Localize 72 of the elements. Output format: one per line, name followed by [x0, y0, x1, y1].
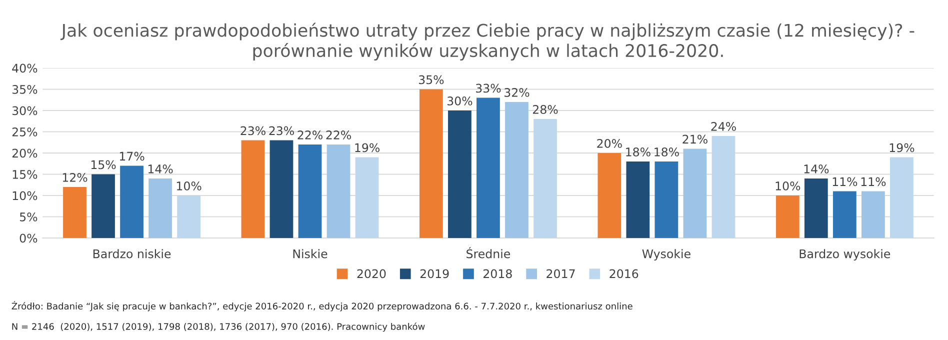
- text: N = 2146 (2020), 1517 (2019), 1798 (2018), 1736 (2017), 970 (2016). Pracownicy banków: [12, 322, 425, 332]
- x-tick-label: Niskie: [293, 249, 328, 258]
- data-label: 19%: [890, 143, 914, 152]
- data-label: 30%: [447, 96, 472, 106]
- y-tick-label: 15%: [12, 170, 38, 179]
- y-tick-label: 35%: [12, 84, 38, 94]
- bar: [298, 144, 322, 238]
- data-label: 22%: [298, 130, 322, 140]
- bar: [534, 119, 557, 238]
- data-label: 11%: [832, 177, 858, 186]
- bar: [120, 166, 144, 238]
- bar: [861, 191, 885, 238]
- data-label: 24%: [711, 122, 736, 131]
- bar: [92, 174, 115, 238]
- y-tick-label: 25%: [12, 127, 38, 136]
- bar: [654, 162, 678, 238]
- data-label: 18%: [626, 148, 650, 156]
- data-label: 14%: [148, 164, 173, 174]
- bar: [241, 140, 265, 238]
- bar: [626, 162, 650, 238]
- data-label: 23%: [269, 126, 294, 136]
- data-label: 14%: [804, 164, 829, 174]
- data-label: 28%: [532, 105, 558, 114]
- y-tick-label: 40%: [12, 64, 38, 73]
- bar: [598, 153, 622, 238]
- data-label: 10%: [176, 182, 202, 190]
- data-label: 21%: [682, 134, 708, 144]
- bar: [355, 157, 379, 238]
- legend-label: 2018: [484, 269, 512, 278]
- bar: [270, 140, 294, 238]
- bar: [63, 187, 86, 238]
- data-label: 11%: [861, 177, 886, 186]
- bar: [448, 110, 472, 238]
- data-label: 17%: [120, 152, 144, 161]
- y-tick-label: 0%: [20, 234, 38, 243]
- data-label: 18%: [654, 148, 679, 156]
- bar: [476, 98, 500, 238]
- data-label: 12%: [62, 173, 88, 182]
- bar: [832, 191, 856, 238]
- bar: [148, 178, 172, 238]
- y-tick-label: 5%: [20, 212, 38, 222]
- text: Źródło: Badanie “Jak się pracuje w bankach?”, edycje 2016-2020 r., edycja 2020 przeprowadzona 6.6. - 7.7.2020 r., kwestionariusz online: [12, 301, 632, 312]
- bar: [419, 89, 443, 238]
- bar: [890, 157, 914, 238]
- bar: [326, 144, 350, 238]
- bar: [804, 178, 828, 238]
- chart-title: Jak oceniasz prawdopodobieństwo utraty przez Ciebie pracy w najbliższym czasie (12 miesięcy)? - porównanie wyników uzyskanych w latach 2016-2020.: [60, 22, 914, 60]
- legend-label: 2017: [546, 269, 575, 278]
- legend-label: 2016: [610, 269, 638, 278]
- y-tick-label: 20%: [12, 148, 38, 158]
- data-label: 32%: [504, 88, 530, 97]
- legend-label: 2020: [357, 269, 386, 278]
- bar: [712, 136, 736, 238]
- data-label: 10%: [776, 182, 800, 190]
- data-label: 22%: [326, 130, 351, 140]
- x-tick-label: Średnie: [466, 247, 510, 258]
- y-tick-label: 10%: [12, 191, 38, 200]
- x-tick-label: Bardzo wysokie: [800, 249, 890, 261]
- y-tick-label: 30%: [12, 106, 38, 116]
- data-label: 19%: [355, 143, 380, 152]
- bar: [683, 148, 707, 238]
- data-label: 23%: [240, 126, 266, 136]
- data-label: 20%: [597, 139, 622, 148]
- x-tick-label: Wysokie: [642, 249, 690, 261]
- bar: [505, 102, 528, 238]
- data-label: 35%: [418, 75, 444, 84]
- legend-label: 2019: [420, 269, 449, 278]
- data-label: 15%: [91, 160, 116, 170]
- data-label: 33%: [476, 84, 501, 93]
- bar: [776, 196, 800, 238]
- bar: [177, 196, 200, 238]
- x-tick-label: Bardzo niskie: [93, 249, 171, 258]
